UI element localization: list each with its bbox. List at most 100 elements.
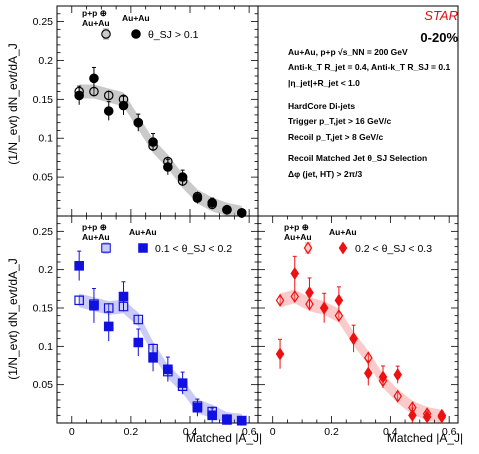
info-line: |η_jet|+R_jet < 1.0 — [288, 78, 360, 88]
legend-pp-marker — [101, 29, 111, 39]
x-tick-label: 0 — [270, 426, 276, 438]
legend-pp-label: p+p ⊕ — [82, 8, 107, 18]
y-tick-label: 0.05 — [33, 379, 54, 391]
auau-point — [437, 408, 447, 422]
info-line: Anti-k_T R_jet = 0.4, Anti-k_T R_SJ = 0.… — [288, 62, 450, 72]
y-tick-label: 0.15 — [33, 303, 54, 315]
info-line: Au+Au, p+p √s_NN = 200 GeV — [288, 47, 408, 57]
legend-pp-label: p+p ⊕ — [284, 222, 309, 232]
auau-point — [74, 261, 84, 271]
auau-point — [192, 402, 203, 413]
pp-point — [118, 301, 129, 312]
auau-point — [118, 291, 129, 302]
panel-bottom-right: 0 0.2 0.4 0.6p+p ⊕Au+Au Au+Au0.2 < θ_SJ < 0.… — [257, 215, 459, 438]
legend-pp-label: p+p ⊕ — [82, 222, 107, 232]
auau-point — [177, 172, 188, 182]
auau-point — [408, 408, 417, 422]
x-tick-label: 0.6 — [442, 426, 457, 438]
y-axis-label-bottom: (1/N_evt) dN_evt/dA_J — [6, 258, 20, 379]
auau-point — [349, 332, 358, 346]
y-tick-label: 0.05 — [33, 172, 54, 184]
auau-point — [378, 370, 388, 384]
auau-point — [207, 410, 217, 421]
legend-pp-marker — [101, 243, 111, 253]
experiment-label: STAR — [424, 8, 458, 23]
centrality-label: 0-20% — [420, 30, 458, 45]
auau-point — [103, 321, 114, 332]
y-tick-label: 0.25 — [33, 226, 54, 238]
pp-point — [103, 303, 114, 313]
auau-point — [133, 337, 144, 348]
info-line: Recoil Matched Jet θ_SJ Selection — [288, 153, 427, 163]
y-tick-label: 0.15 — [33, 94, 54, 106]
pp-uncertainty-band — [280, 289, 442, 423]
auau-point — [422, 410, 432, 424]
x-tick-label: 0 — [69, 426, 75, 438]
legend-pp-label: Au+Au — [82, 232, 110, 242]
x-tick-label: 0.4 — [183, 426, 198, 438]
legend-auau-marker — [338, 241, 348, 255]
legend-auau-label: Au+Au — [329, 227, 357, 237]
pp-point — [305, 297, 314, 311]
legend-auau-label: Au+Au — [122, 13, 150, 23]
y-tick-label: 0.2 — [38, 55, 53, 67]
legend-pp-label: Au+Au — [284, 232, 312, 242]
auau-point — [222, 415, 232, 425]
panels-layer: 0.050.10.150.20.25p+p ⊕Au+Au Au+Auθ_SJ > … — [33, 5, 459, 438]
y-tick-label: 0.1 — [38, 133, 53, 145]
x-axis-label-right: Matched |A_J| — [387, 431, 463, 445]
x-tick-label: 0.2 — [324, 426, 339, 438]
pp-point — [334, 309, 344, 323]
legend-auau-label: Au+Au — [129, 227, 157, 237]
auau-point — [393, 368, 402, 382]
legend-pp-label: Au+Au — [82, 18, 110, 28]
legend-pp-band — [305, 242, 311, 254]
legend-pp-band — [103, 28, 109, 40]
auau-point — [222, 204, 232, 215]
legend-pp-marker — [303, 241, 313, 255]
auau-point — [275, 347, 285, 361]
auau-point — [192, 193, 203, 203]
auau-point — [89, 300, 99, 311]
info-line: Δφ (jet, HT) > 2π/3 — [288, 169, 362, 179]
x-tick-label: 0.2 — [124, 426, 139, 438]
pp-point — [275, 293, 285, 307]
auau-point — [177, 378, 188, 388]
pp-point — [103, 90, 114, 101]
pp-point — [74, 295, 84, 306]
x-tick-label: 0.6 — [242, 426, 257, 438]
auau-point — [207, 197, 217, 208]
auau-point — [133, 117, 144, 128]
y-tick-label: 0.25 — [33, 16, 54, 28]
x-axis-label-left: Matched |A_J| — [186, 431, 262, 445]
legend-pp-band — [103, 242, 109, 254]
selection-label: 0.2 < θ_SJ < 0.3 — [355, 243, 432, 255]
info-line: Recoil p_T,jet > 8 GeV/c — [288, 132, 383, 142]
plot-frame — [257, 215, 459, 424]
auau-point — [236, 415, 247, 426]
auau-point — [305, 286, 314, 300]
auau-point — [148, 137, 158, 147]
auau-point — [148, 353, 158, 363]
y-tick-label: 0.2 — [38, 264, 53, 276]
auau-point — [319, 301, 329, 315]
selection-label: 0.1 < θ_SJ < 0.2 — [155, 243, 232, 255]
pp-point — [133, 314, 144, 325]
panel-top-left: 0.050.10.150.20.25p+p ⊕Au+Au Au+Auθ_SJ > … — [33, 5, 259, 218]
y-tick-label: 0.1 — [38, 341, 53, 353]
auau-point — [364, 366, 373, 380]
selection-label: θ_SJ > 0.1 — [148, 29, 199, 41]
pp-point — [290, 289, 300, 304]
pp-uncertainty-band — [79, 84, 242, 216]
auau-point — [236, 208, 247, 218]
auau-point — [163, 162, 173, 172]
x-tick-label: 0.4 — [383, 426, 398, 438]
auau-point — [118, 100, 129, 111]
legend-auau-marker — [138, 243, 148, 253]
pp-point — [393, 389, 402, 403]
info-line: Trigger p_T,jet > 16 GeV/c — [288, 116, 391, 126]
panel-bottom-left: 0.050.10.150.20.250 0.2 0.4 0.6p+p ⊕Au+Au Au… — [33, 215, 259, 438]
info-block: Au+Au, p+p √s_NN = 200 GeV Anti-k_T R_je… — [288, 47, 450, 179]
auau-point — [163, 364, 173, 375]
